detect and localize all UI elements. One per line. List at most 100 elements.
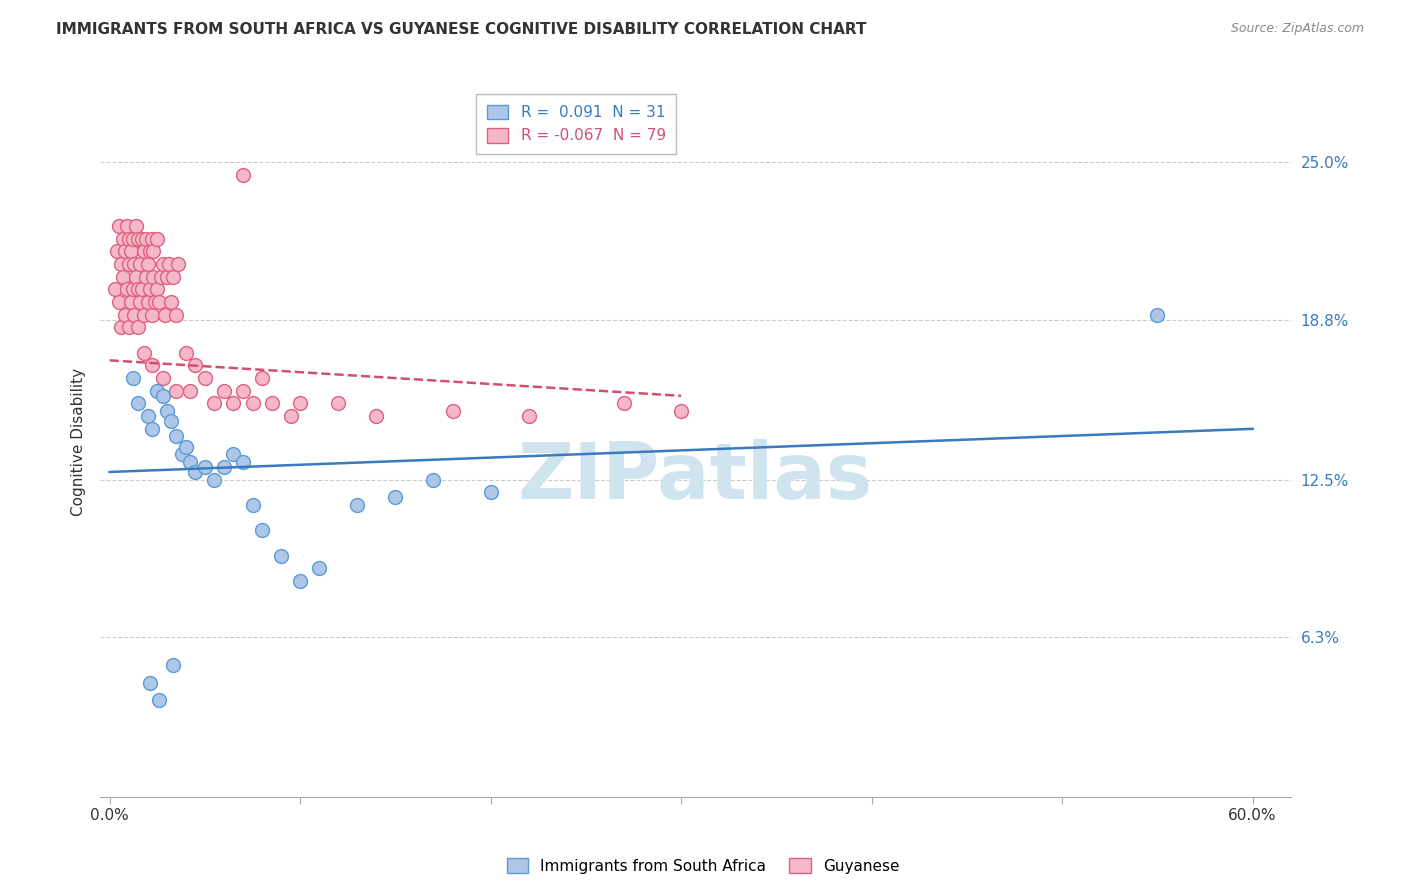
- Point: [141, 359, 163, 373]
- Point: [366, 409, 388, 424]
- Point: [174, 440, 197, 454]
- Point: [110, 320, 132, 334]
- Point: [138, 675, 160, 690]
- Point: [110, 257, 132, 271]
- Point: [669, 404, 692, 418]
- Point: [152, 389, 174, 403]
- Point: [118, 257, 141, 271]
- Point: [179, 455, 201, 469]
- Point: [124, 308, 146, 322]
- Point: [120, 295, 142, 310]
- Point: [250, 524, 273, 538]
- Point: [288, 396, 311, 410]
- Point: [131, 282, 153, 296]
- Point: [242, 396, 264, 410]
- Point: [170, 447, 193, 461]
- Point: [127, 231, 149, 245]
- Point: [328, 396, 350, 410]
- Legend: Immigrants from South Africa, Guyanese: Immigrants from South Africa, Guyanese: [501, 852, 905, 880]
- Point: [270, 549, 292, 563]
- Point: [115, 282, 138, 296]
- Point: [148, 693, 170, 707]
- Point: [142, 269, 165, 284]
- Point: [124, 257, 146, 271]
- Point: [111, 231, 134, 245]
- Point: [136, 409, 159, 424]
- Point: [118, 320, 141, 334]
- Point: [148, 295, 170, 310]
- Point: [346, 498, 368, 512]
- Point: [121, 282, 143, 296]
- Point: [146, 282, 169, 296]
- Point: [121, 371, 143, 385]
- Point: [136, 257, 159, 271]
- Point: [162, 269, 184, 284]
- Point: [222, 396, 245, 410]
- Point: [152, 371, 174, 385]
- Point: [125, 219, 148, 233]
- Point: [145, 295, 167, 310]
- Point: [184, 359, 207, 373]
- Point: [156, 404, 179, 418]
- Point: [132, 244, 155, 259]
- Point: [204, 396, 226, 410]
- Point: [152, 257, 174, 271]
- Legend: R =  0.091  N = 31, R = -0.067  N = 79: R = 0.091 N = 31, R = -0.067 N = 79: [477, 94, 676, 154]
- Point: [146, 384, 169, 398]
- Point: [127, 320, 149, 334]
- Y-axis label: Cognitive Disability: Cognitive Disability: [72, 368, 86, 516]
- Point: [384, 491, 406, 505]
- Point: [174, 345, 197, 359]
- Point: [141, 308, 163, 322]
- Point: [194, 371, 217, 385]
- Point: [156, 269, 179, 284]
- Point: [138, 282, 160, 296]
- Point: [1146, 308, 1168, 322]
- Point: [159, 414, 181, 428]
- Point: [136, 295, 159, 310]
- Point: [150, 269, 173, 284]
- Point: [132, 345, 155, 359]
- Point: [222, 447, 245, 461]
- Point: [105, 244, 128, 259]
- Point: [613, 396, 636, 410]
- Point: [184, 465, 207, 479]
- Point: [517, 409, 540, 424]
- Point: [114, 244, 136, 259]
- Point: [127, 282, 149, 296]
- Point: [129, 257, 152, 271]
- Text: ZIPatlas: ZIPatlas: [517, 439, 873, 515]
- Point: [194, 459, 217, 474]
- Point: [441, 404, 464, 418]
- Point: [212, 384, 235, 398]
- Point: [260, 396, 283, 410]
- Point: [132, 308, 155, 322]
- Point: [141, 231, 163, 245]
- Point: [422, 473, 444, 487]
- Point: [131, 231, 153, 245]
- Point: [162, 657, 184, 672]
- Point: [165, 384, 187, 398]
- Point: [142, 244, 165, 259]
- Point: [232, 384, 254, 398]
- Point: [232, 168, 254, 182]
- Point: [127, 396, 149, 410]
- Point: [288, 574, 311, 588]
- Point: [111, 269, 134, 284]
- Point: [165, 429, 187, 443]
- Point: [212, 459, 235, 474]
- Point: [479, 485, 502, 500]
- Point: [141, 422, 163, 436]
- Text: IMMIGRANTS FROM SOUTH AFRICA VS GUYANESE COGNITIVE DISABILITY CORRELATION CHART: IMMIGRANTS FROM SOUTH AFRICA VS GUYANESE…: [56, 22, 866, 37]
- Point: [308, 561, 330, 575]
- Point: [108, 295, 131, 310]
- Point: [118, 231, 141, 245]
- Point: [108, 219, 131, 233]
- Point: [135, 231, 157, 245]
- Point: [104, 282, 127, 296]
- Point: [120, 244, 142, 259]
- Point: [280, 409, 302, 424]
- Point: [167, 257, 190, 271]
- Point: [135, 269, 157, 284]
- Point: [121, 231, 143, 245]
